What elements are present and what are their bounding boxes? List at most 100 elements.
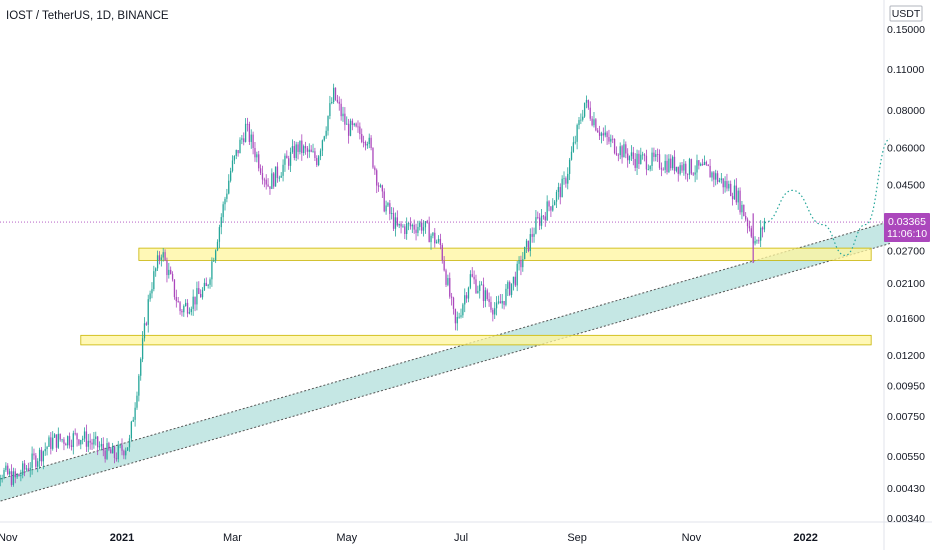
price-unit-box[interactable] — [889, 5, 923, 22]
candle-body — [535, 217, 537, 234]
candle-body — [203, 282, 206, 290]
candle-body — [104, 450, 106, 459]
candle-body — [514, 276, 516, 286]
candle-body — [67, 436, 69, 446]
ascending-channel[interactable] — [0, 220, 891, 506]
candle-body — [243, 138, 245, 142]
candle-body — [527, 240, 530, 251]
candle-body — [713, 172, 715, 180]
candle-body — [336, 99, 339, 102]
candle-body — [263, 179, 265, 181]
candle-body — [391, 213, 393, 214]
candle-body — [445, 270, 447, 285]
candle-body — [85, 431, 88, 447]
candle-body — [686, 173, 689, 175]
candle-body — [20, 474, 22, 477]
candle-body — [450, 296, 453, 298]
candle-body — [72, 433, 74, 448]
candle-body — [364, 142, 367, 146]
candle-body — [404, 226, 406, 234]
horizontal-zones[interactable] — [80, 247, 872, 346]
candle-body — [520, 260, 522, 268]
candle-body — [722, 178, 724, 188]
candle-body — [642, 154, 644, 156]
candle-body — [27, 468, 30, 471]
candle-body — [447, 278, 449, 285]
candle-body — [59, 433, 61, 440]
price-axis-panel[interactable] — [884, 0, 932, 522]
candle-body — [248, 124, 251, 142]
candle-body — [276, 166, 279, 178]
candle-body — [258, 154, 260, 169]
candle-body — [460, 315, 462, 317]
candle-body — [443, 260, 445, 271]
candle-body — [690, 159, 693, 174]
candle-body — [628, 156, 631, 161]
time-tick-label: Nov — [0, 532, 18, 544]
time-tick-label: Mar — [223, 532, 242, 544]
candle-body — [299, 140, 301, 152]
candle-body — [306, 148, 309, 152]
candle-body — [376, 170, 378, 186]
candle-body — [434, 232, 436, 244]
candle-body — [98, 446, 101, 448]
time-tick-label: Nov — [682, 532, 702, 544]
candle-body — [465, 295, 468, 299]
candle-body — [724, 181, 726, 188]
last-price-value: 0.03365 — [888, 216, 926, 228]
projection-path[interactable] — [764, 138, 891, 256]
candle-body — [130, 421, 133, 439]
candle-body — [200, 293, 202, 298]
candle-body — [119, 445, 121, 446]
support-zone-2[interactable] — [80, 334, 872, 346]
candle-body — [522, 259, 524, 268]
candle-body — [583, 102, 586, 117]
candle-body — [214, 250, 217, 261]
candle-body — [126, 447, 129, 451]
candle-body — [229, 170, 232, 181]
projection-curve[interactable] — [764, 138, 891, 256]
channel-fill[interactable] — [0, 221, 890, 505]
candle-body — [166, 260, 168, 276]
candle-body — [428, 222, 430, 243]
candle-body — [3, 470, 5, 478]
candle-body — [115, 458, 118, 460]
candle-body — [604, 132, 606, 136]
candle-body — [278, 177, 280, 179]
price-tick-label: 0.00950 — [887, 380, 925, 392]
candle-body — [5, 465, 7, 471]
candle-body — [745, 215, 747, 220]
channel-lower-line[interactable] — [0, 243, 891, 506]
candle-body — [351, 120, 354, 125]
candle-body — [211, 261, 213, 280]
candle-body — [327, 115, 329, 131]
channel-upper-line[interactable] — [0, 220, 891, 483]
candle-body — [254, 148, 256, 158]
symbol-title[interactable]: IOST / TetherUS, 1D, BINANCE — [6, 10, 169, 22]
candle-body — [286, 155, 288, 159]
candle-body — [548, 201, 550, 207]
candle-body — [720, 178, 722, 181]
candle-body — [452, 297, 455, 310]
candle-body — [108, 443, 110, 450]
candle-body — [14, 471, 16, 478]
support-zone-1[interactable] — [138, 247, 872, 261]
candle-body — [158, 255, 161, 260]
candle-body — [134, 407, 136, 420]
candle-body — [235, 150, 237, 156]
candle-body — [370, 137, 372, 149]
candle-body — [413, 224, 415, 230]
candle-body — [359, 126, 361, 135]
candle-body — [495, 302, 498, 309]
candle-body — [46, 446, 48, 450]
candle-body — [12, 471, 15, 485]
candle-body — [658, 154, 661, 168]
candle-body — [580, 119, 582, 121]
time-tick-label: 2022 — [793, 532, 817, 544]
candle-body — [29, 467, 31, 471]
price-tick-label: 0.02100 — [887, 278, 925, 290]
candle-body — [177, 301, 179, 303]
candle-body — [464, 295, 466, 305]
candle-body — [701, 163, 704, 166]
